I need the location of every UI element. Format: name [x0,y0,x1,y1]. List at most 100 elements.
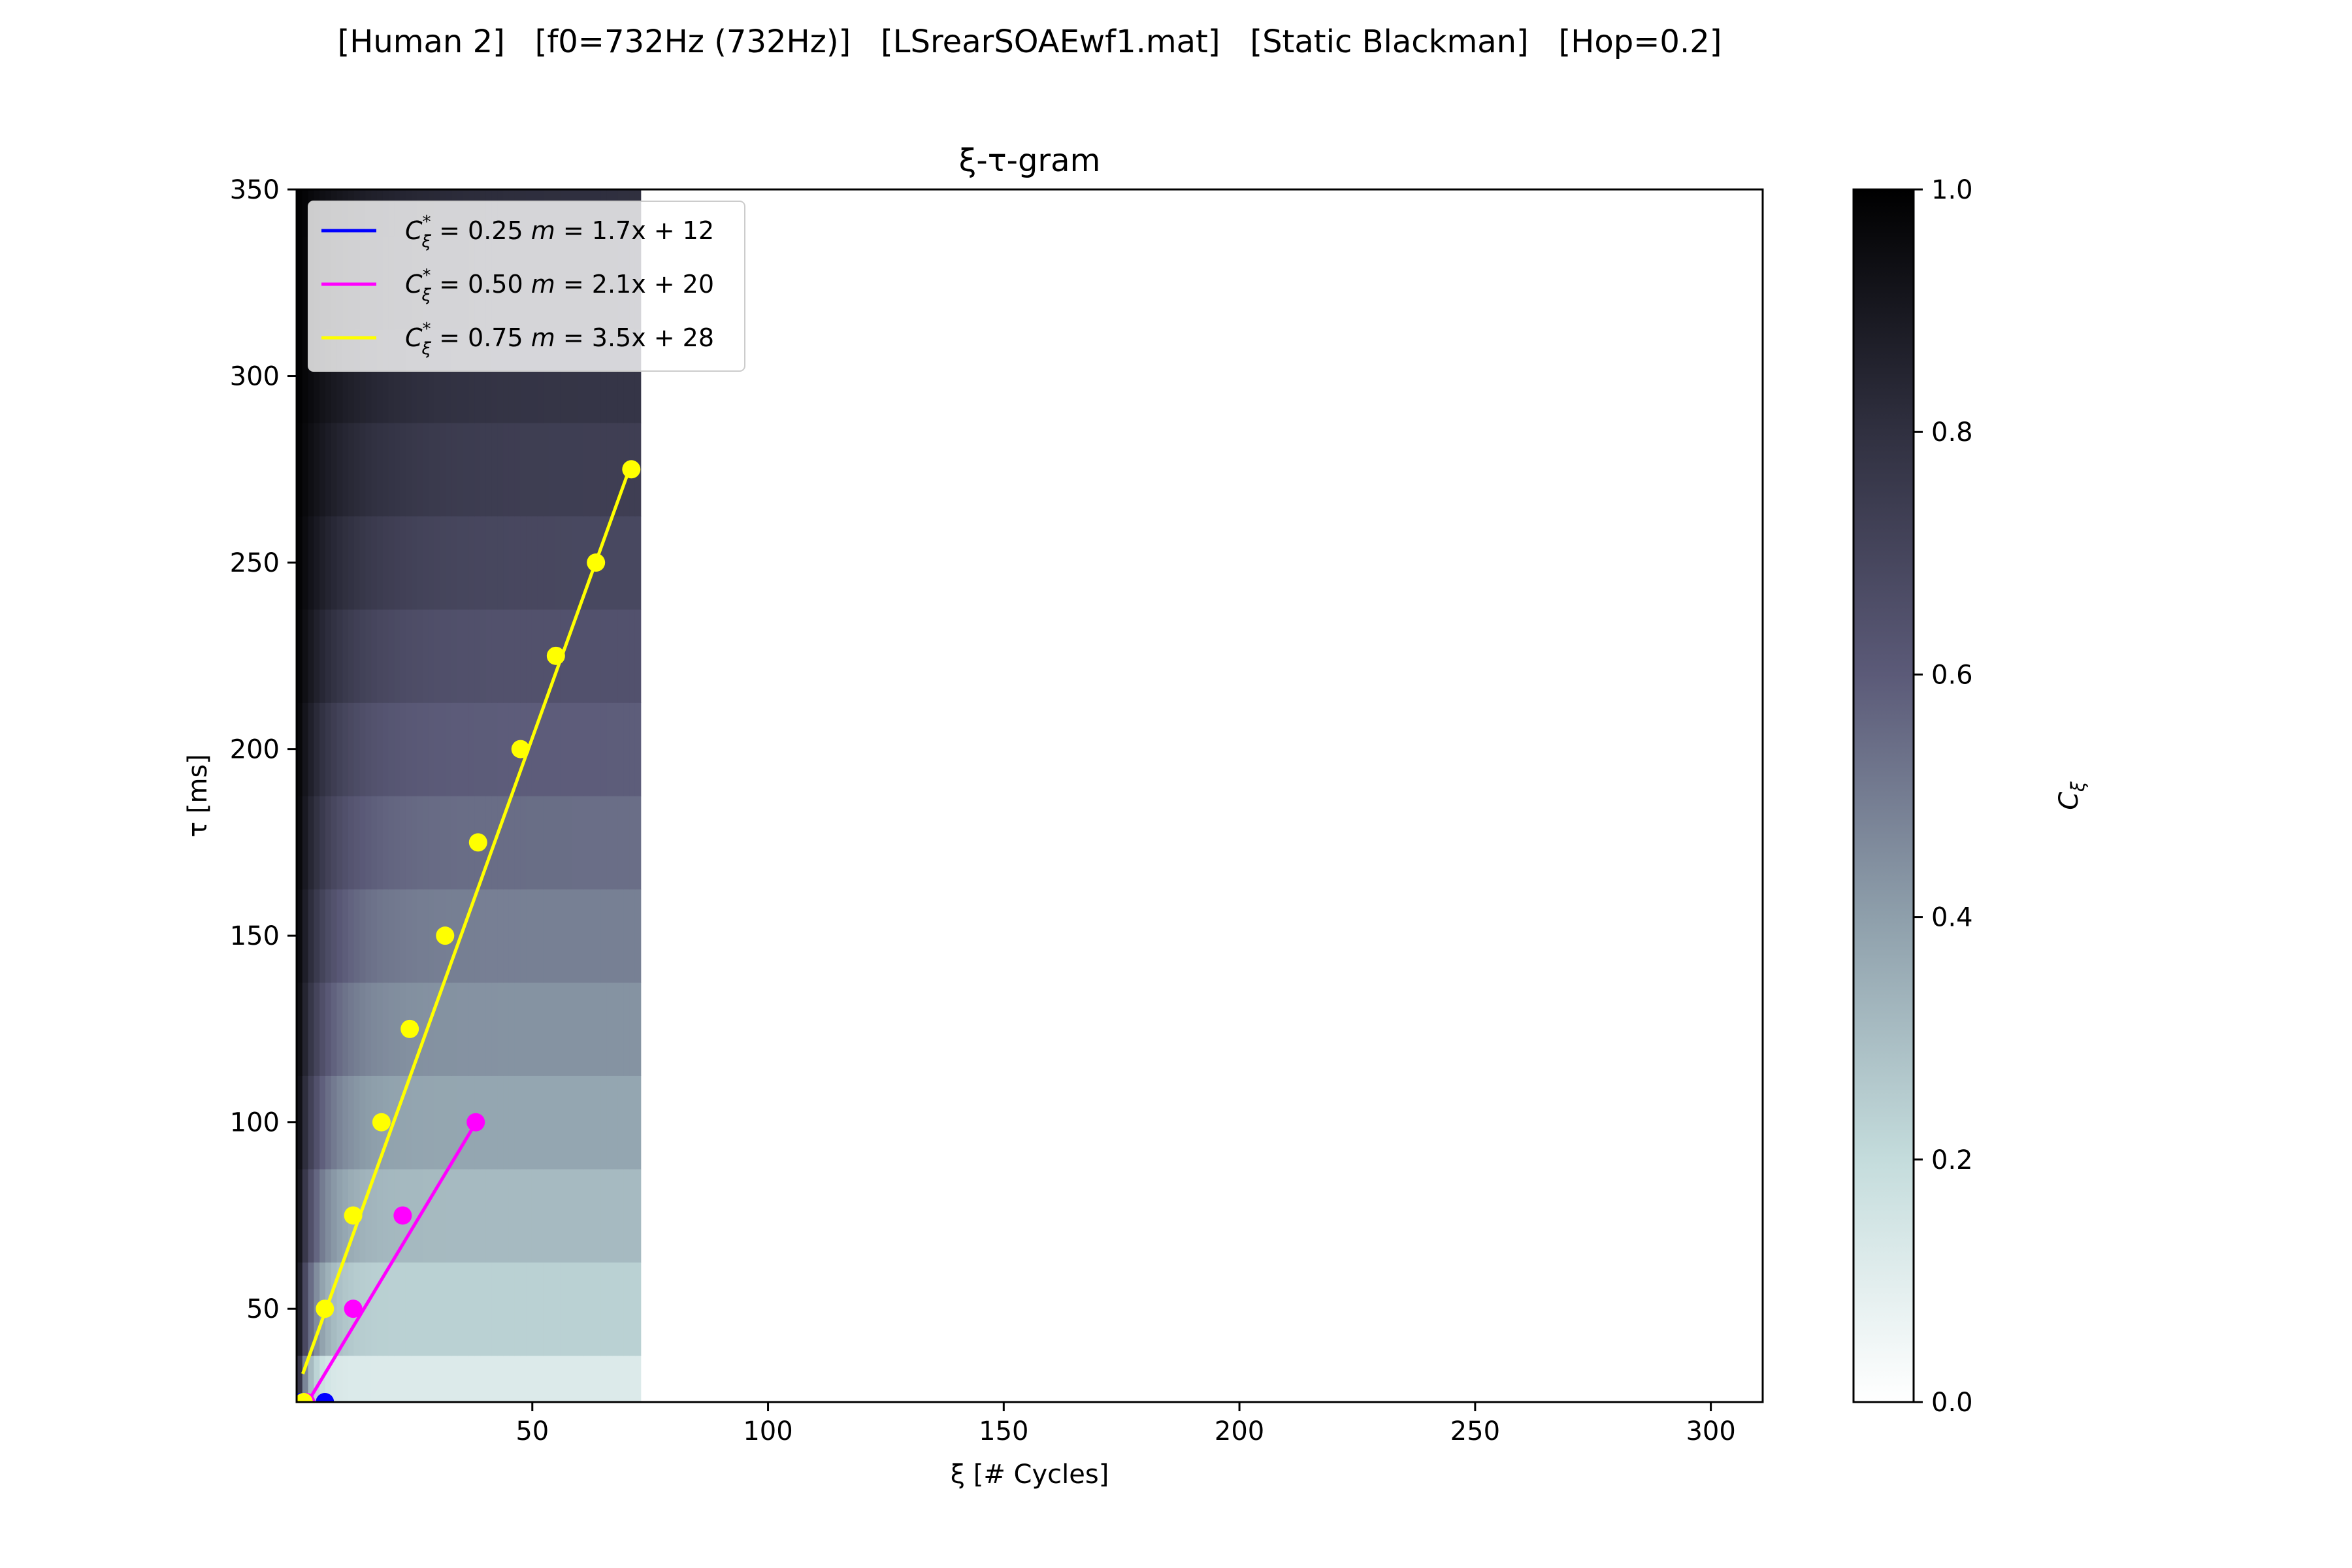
heatmap-cell [560,702,567,796]
heatmap-cell [411,1262,417,1356]
heatmap-cell [342,515,349,610]
heatmap-cell [600,889,607,983]
heatmap-cell [531,982,538,1076]
heatmap-cell [543,1075,549,1169]
heatmap-cell [388,1262,395,1356]
heatmap-cell [428,702,435,796]
heatmap-cell [353,889,361,983]
heatmap-cell [325,422,332,517]
heatmap-cell [314,1169,320,1263]
heatmap-cell [623,702,630,796]
heatmap-cell [394,1355,400,1403]
heatmap-cell [468,329,475,423]
heatmap-cell [400,422,406,517]
heatmap-cell [520,889,527,983]
heatmap-cell [342,1355,349,1403]
heatmap-cell [572,796,578,890]
heatmap-cell [537,889,544,983]
heatmap-cell [468,609,475,703]
heatmap-cell [440,329,446,423]
heatmap-cell [617,796,624,890]
heatmap-cell [629,1169,636,1263]
heatmap-cell [394,796,400,890]
heatmap-cell [428,1169,435,1263]
heatmap-cell [589,329,596,423]
heatmap-cell [606,889,613,983]
data-point-2 [511,740,530,759]
heatmap-cell [503,982,510,1076]
heatmap-cell [371,889,378,983]
heatmap-cell [423,329,429,423]
heatmap-cell [446,1355,452,1403]
heatmap-cell [526,796,532,890]
heatmap-cell [297,796,303,890]
heatmap-cell [572,1169,578,1263]
heatmap-cell [336,1355,343,1403]
heatmap-cell [572,422,578,517]
heatmap-cell [474,422,481,517]
heatmap-cell [359,982,366,1076]
heatmap-cell [457,1075,464,1169]
heatmap-cell [325,796,332,890]
heatmap-cell [480,889,487,983]
heatmap-cell [617,1075,624,1169]
heatmap-cell [446,609,452,703]
heatmap-cell [434,702,441,796]
heatmap-cell [331,1075,338,1169]
heatmap-cell [302,1169,309,1263]
heatmap-cell [297,422,303,517]
heatmap-cell [457,1262,464,1356]
heatmap-cell [336,889,343,983]
heatmap-cell [468,702,475,796]
heatmap-cell [463,889,469,983]
heatmap-cell [400,1262,406,1356]
data-point-2 [344,1206,363,1225]
heatmap-cell [491,329,498,423]
heatmap-cell [308,422,314,517]
heatmap-cell [503,1262,510,1356]
heatmap-cell [578,889,584,983]
heatmap-cell [589,1355,596,1403]
heatmap-cell [537,329,544,423]
heatmap-cell [572,329,578,423]
heatmap-cell [589,702,596,796]
heatmap-cell [606,515,613,610]
heatmap-cell [549,702,555,796]
heatmap-cell [468,1169,475,1263]
heatmap-cell [578,515,584,610]
heatmap-cell [331,796,338,890]
plot-frame [295,188,1764,1403]
heatmap-cell [382,1355,389,1403]
heatmap-cell [446,1169,452,1263]
heatmap-cell [297,189,303,237]
heatmap-cell [572,1355,578,1403]
heatmap-cell [566,889,572,983]
heatmap-cell [606,1355,613,1403]
data-point-2 [400,1019,419,1038]
heatmap-cell [612,1075,619,1169]
heatmap-cell [411,1075,417,1169]
heatmap-cell [468,982,475,1076]
heatmap-cell [634,515,642,610]
heatmap-cell [365,796,372,890]
heatmap-cell [446,702,452,796]
heatmap-cell [485,982,493,1076]
colorbar-tick-label: 1.0 [1931,175,1973,205]
heatmap-cell [555,1075,561,1169]
heatmap-cell [423,515,429,610]
heatmap-cell [549,982,555,1076]
heatmap-cell [595,1355,601,1403]
heatmap-cell [371,1169,378,1263]
heatmap-cell [629,329,636,423]
legend-label: C* ξ = 0.50 m = 2.1x + 20 [405,266,714,305]
heatmap-cell [400,609,406,703]
heatmap-cell [457,422,464,517]
heatmap-cell [382,515,389,610]
heatmap-cell [612,329,619,423]
heatmap-cell [394,329,400,423]
heatmap-cell [480,329,487,423]
heatmap-cell [308,329,314,423]
legend: C* ξ = 0.25 m = 1.7x + 12 C* ξ = 0.50 m = 2… [308,201,745,372]
heatmap-cell [543,982,549,1076]
heatmap-cell [319,889,326,983]
